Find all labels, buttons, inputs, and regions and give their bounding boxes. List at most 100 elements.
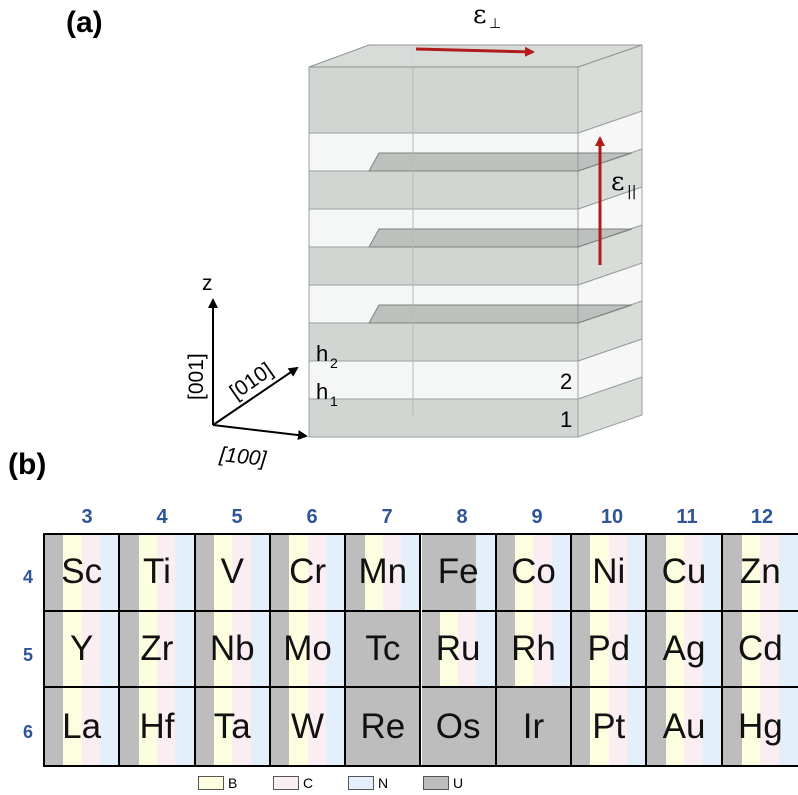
composition-stripe <box>476 611 495 687</box>
composition-stripe <box>45 535 64 610</box>
element-symbol: Ni <box>592 552 626 592</box>
composition-stripe <box>401 535 420 610</box>
composition-stripe <box>533 611 552 687</box>
composition-stripe <box>608 611 628 687</box>
composition-stripe <box>138 688 157 765</box>
element-symbol: Nb <box>209 628 255 668</box>
composition-stripe <box>401 611 420 687</box>
axis-010 <box>212 366 299 426</box>
group-number: 9 <box>531 506 543 528</box>
composition-stripe <box>270 535 290 610</box>
element-symbol: Zn <box>739 552 781 592</box>
composition-stripe <box>138 535 157 610</box>
composition-stripe <box>138 611 157 687</box>
composition-stripe <box>608 535 628 610</box>
legend-label-c: C <box>303 775 314 791</box>
slab-layer-front <box>308 246 579 286</box>
element-cell: Mn <box>346 535 422 612</box>
group-number: 5 <box>231 506 243 528</box>
composition-stripe <box>779 535 798 610</box>
group-number: 10 <box>600 506 624 528</box>
period-number: 4 <box>22 567 33 587</box>
composition-stripe <box>175 688 194 765</box>
element-cell: Y <box>45 611 121 689</box>
composition-stripe <box>175 535 194 610</box>
composition-stripe <box>250 611 269 687</box>
element-cell: Pd <box>572 611 648 689</box>
composition-stripe <box>496 611 516 687</box>
group-number: 8 <box>456 506 468 528</box>
layer-h1-sub: 1 <box>330 393 338 409</box>
element-symbol: Ag <box>662 628 706 668</box>
axis-z-label: z <box>202 272 213 295</box>
legend-swatch-b <box>198 776 224 790</box>
interface-plane <box>368 152 633 172</box>
slab-layer-front <box>308 170 579 210</box>
element-cell: Hg <box>722 688 798 765</box>
legend-label-b: B <box>228 775 238 791</box>
element-symbol: Ru <box>435 628 481 668</box>
composition-stripe <box>346 688 365 765</box>
composition-stripe <box>627 688 646 765</box>
element-cell: Ta <box>195 688 271 765</box>
element-symbol: Hg <box>737 706 783 746</box>
composition-stripe <box>195 535 214 610</box>
composition-stripe <box>81 688 100 765</box>
element-cell: Ni <box>572 535 648 612</box>
element-symbol: Pt <box>592 706 626 746</box>
composition-stripe <box>120 688 139 765</box>
axis-001-label: [001] <box>185 353 208 400</box>
slab-top-surface <box>308 44 643 68</box>
composition-stripe <box>156 535 176 610</box>
composition-stripe <box>289 688 308 765</box>
composition-stripe <box>364 535 383 610</box>
element-symbol: Cd <box>737 628 783 668</box>
composition-stripe <box>364 688 383 765</box>
legend-item-n: N <box>348 775 388 791</box>
composition-stripe <box>156 688 176 765</box>
slab-layer-front <box>308 66 579 134</box>
axis-100-label: [100] <box>217 443 268 470</box>
composition-stripe <box>307 535 326 610</box>
element-symbol: Cr <box>289 552 326 592</box>
composition-stripe <box>458 688 477 765</box>
element-symbol: Au <box>662 706 706 746</box>
composition-stripe <box>779 688 798 765</box>
slab-top-face <box>308 44 643 68</box>
element-symbol: Y <box>69 628 94 668</box>
element-symbol: Mo <box>283 628 332 668</box>
composition-stripe <box>289 611 308 687</box>
composition-stripe <box>496 535 516 610</box>
element-symbol: Co <box>511 552 556 592</box>
element-symbol: W <box>291 706 325 746</box>
composition-stripe <box>496 688 516 765</box>
legend-item-b: B <box>198 775 237 791</box>
legend-item-c: C <box>273 775 313 791</box>
element-symbol: Ir <box>522 706 545 746</box>
composition-stripe <box>439 611 459 687</box>
legend-swatch-u <box>423 776 449 790</box>
legend-item-u: U <box>423 775 463 791</box>
group-number: 7 <box>381 506 393 528</box>
composition-stripe <box>590 688 609 765</box>
axis-010-label: [010] <box>226 358 277 404</box>
element-cell: Zr <box>120 611 196 689</box>
composition-stripe <box>702 611 721 687</box>
element-cell: Tc <box>346 611 422 689</box>
composition-stripe <box>232 535 251 610</box>
composition-stripe <box>476 535 495 610</box>
composition-stripe <box>439 688 459 765</box>
element-cell: Co <box>496 535 573 612</box>
composition-stripe <box>572 688 591 765</box>
composition-stripe <box>647 611 666 687</box>
composition-stripe <box>156 611 176 687</box>
periodic-table-block: Sc Ti V Cr Mn Fe Co Ni Cu Zn Y Zr Nb Mo Tc Ru Rh Pd Ag Cd La… <box>43 533 798 767</box>
layer-h1-label: h <box>316 379 328 404</box>
composition-stripe <box>213 535 233 610</box>
composition-stripe <box>458 611 477 687</box>
composition-stripe <box>401 688 420 765</box>
composition-stripe <box>627 535 646 610</box>
composition-stripe <box>120 611 139 687</box>
composition-stripe <box>289 535 308 610</box>
layer-h2-sub: 2 <box>330 355 338 371</box>
